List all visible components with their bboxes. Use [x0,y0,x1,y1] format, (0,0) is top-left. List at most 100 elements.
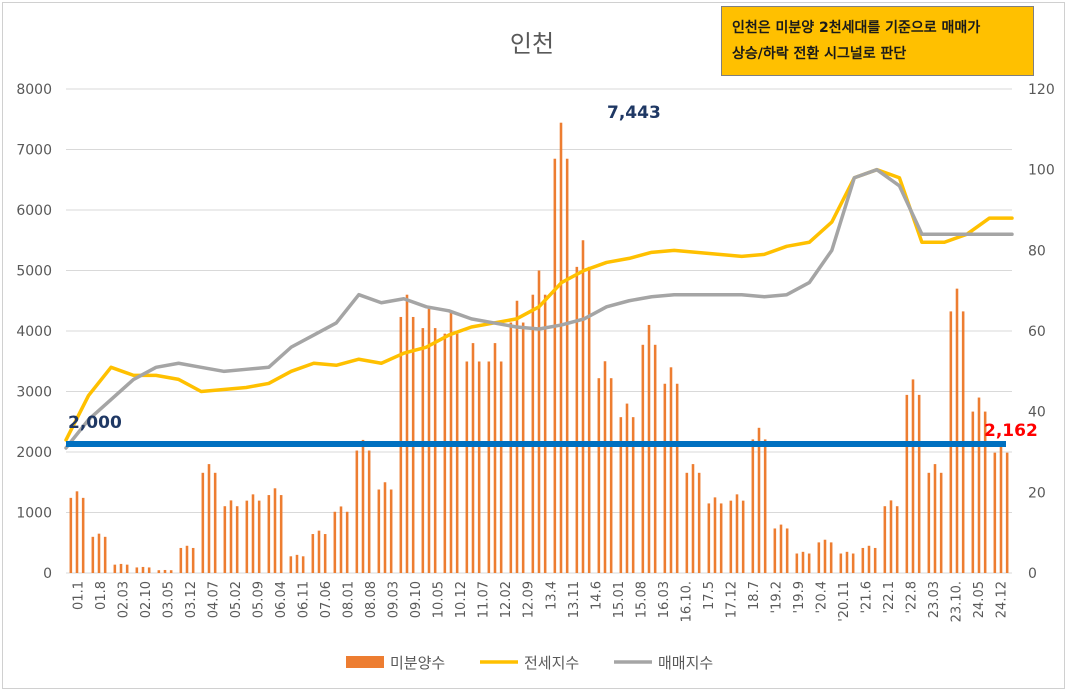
unsold-bar [686,473,689,573]
unsold-bar [532,295,535,573]
unsold-bar [566,159,569,573]
unsold-bar [208,464,211,573]
x-tick-label: 07.06 [319,581,334,618]
unsold-bar [676,384,679,573]
unsold-bar [378,490,381,573]
x-tick-label: 05.02 [229,581,244,618]
x-tick-label: '22.1 [882,581,897,614]
y-right-tick-label: 80 [1028,243,1046,259]
unsold-bar [576,267,579,573]
unsold-bar [752,439,755,573]
unsold-bar [362,440,365,573]
unsold-bar [390,490,393,573]
legend: 미분양수 전세지수 매매지수 [346,654,713,672]
annotation-note: 인천은 미분양 2천세대를 기준으로 매매가 상승/하락 전환 시그널로 판단 [721,6,1034,76]
unsold-bar [224,506,227,573]
unsold-bar [92,537,95,573]
latest-value-label: 2,162 [984,421,1038,441]
y-right-tick-label: 20 [1028,485,1046,501]
unsold-bar [368,451,371,573]
x-tick-label: 17.12 [724,581,739,618]
unsold-bar [114,565,117,573]
unsold-bar [818,542,821,573]
y-right-tick-label: 0 [1028,566,1037,582]
unsold-bar [1000,442,1003,573]
unsold-bar [296,555,299,573]
x-tick-label: 16.03 [657,581,672,618]
y-right-tick-label: 40 [1028,405,1046,421]
unsold-bar [912,379,915,573]
x-tick-label: 15.01 [612,581,627,618]
unsold-bar [708,503,711,573]
unsold-bar [252,494,255,573]
unsold-bar [126,565,129,573]
unsold-bar [192,548,195,573]
x-tick-label: 06.04 [274,581,289,618]
unsold-bar [972,412,975,573]
unsold-bar [774,528,777,573]
legend-label: 전세지수 [524,654,579,672]
x-tick-label: 03.12 [184,581,199,618]
x-tick-label: 15.08 [634,581,649,618]
x-tick-label: 17.5 [702,581,717,610]
x-tick-label: 14.6 [589,581,604,610]
unsold-bar [142,567,145,573]
x-tick-label: 11.07 [477,581,492,618]
unsold-bar [516,301,519,573]
x-tick-label: '20.11 [837,581,852,622]
unsold-bar [906,395,909,573]
unsold-bar [70,498,73,573]
unsold-bar [356,451,359,573]
x-tick-label: '19.2 [770,581,785,614]
x-tick-label: 01.8 [94,581,109,610]
unsold-bar [830,542,833,573]
unsold-bar [928,473,931,573]
y-right-tick-label: 100 [1028,163,1055,179]
unsold-bar [148,567,151,573]
unsold-bar [610,378,613,573]
unsold-bar [444,334,447,573]
unsold-bar [840,554,843,573]
y-left-tick-label: 2000 [16,445,52,461]
unsold-bar [478,361,481,573]
unsold-bar [246,501,249,573]
y-left-tick-label: 8000 [16,82,52,98]
unsold-bar [890,500,893,573]
unsold-bar [214,473,217,573]
chart-title: 인천 [510,30,554,58]
unsold-bar [654,345,657,573]
unsold-bar [692,464,695,573]
unsold-bar [720,503,723,573]
unsold-bar [940,473,943,573]
axis-labels: 0100020003000400050006000700080000204060… [16,82,1054,622]
unsold-bar [488,361,491,573]
unsold-bar [98,534,101,573]
unsold-bar [554,159,557,573]
unsold-bar [494,343,497,573]
unsold-bar [346,512,349,573]
unsold-bar [158,570,161,573]
unsold-bar [1006,453,1009,573]
unsold-bar [808,554,811,573]
unsold-bar [312,534,315,573]
unsold-bar [664,384,667,573]
unsold-bar [730,501,733,573]
x-tick-label: 02.10 [139,581,154,618]
unsold-bar [934,464,937,573]
unsold-bar [202,473,205,573]
unsold-bar [620,417,623,573]
y-left-tick-label: 1000 [16,506,52,522]
annotation-note-line2: 상승/하락 전환 시그널로 판단 [732,41,1023,67]
x-tick-label: 12.02 [499,581,514,618]
x-tick-label: 13.4 [544,581,559,610]
unsold-bar [230,500,233,573]
unsold-bar [136,567,139,573]
x-tick-label: 06.11 [297,581,312,618]
unsold-bar [456,334,459,573]
unsold-bar [560,123,563,573]
unsold-bar [956,289,959,573]
unsold-bar [598,378,601,573]
legend-label: 매매지수 [658,654,713,672]
unsold-bar [434,328,437,573]
